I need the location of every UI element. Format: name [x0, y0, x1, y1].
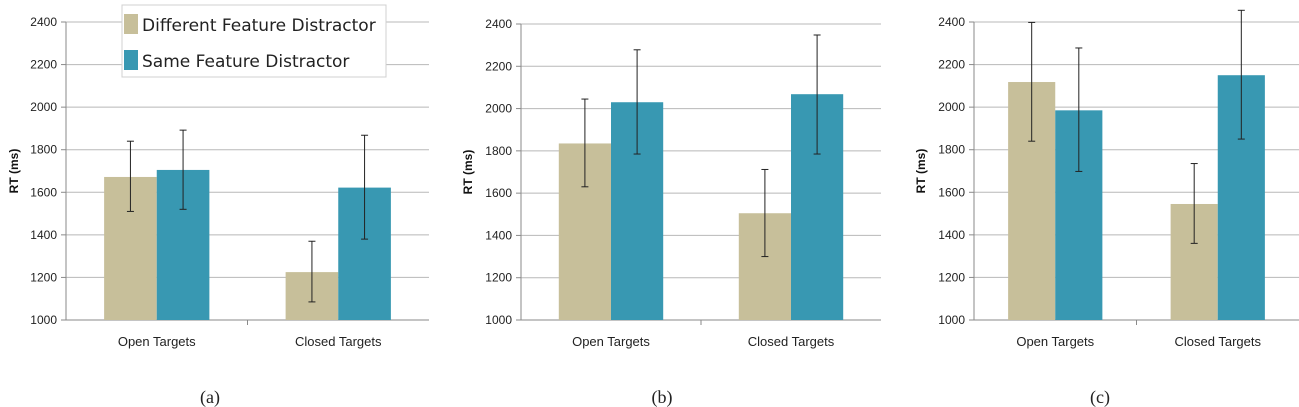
- y-tick-label: 2200: [938, 58, 965, 72]
- panel-label: (c): [1090, 387, 1110, 407]
- y-axis-label: RT (ms): [914, 149, 928, 194]
- legend-box: [121, 4, 387, 78]
- x-category-label: Open Targets: [118, 334, 196, 349]
- y-tick-label: 1000: [30, 313, 57, 327]
- panel-label: (b): [652, 387, 673, 407]
- chart-panel-c: 1000 1200 1400 1600 1800 2000 2200 2400 RT (ms) O…: [914, 9, 1299, 407]
- y-tick-label: 1400: [30, 228, 57, 242]
- y-tick-label: 1400: [485, 228, 512, 242]
- legend-swatch-different: [124, 14, 138, 34]
- panel-label: (a): [200, 387, 220, 407]
- legend-label-different: Different Feature Distractor: [142, 16, 376, 36]
- x-category-label: Closed Targets: [295, 334, 382, 349]
- legend-label-same: Same Feature Distractor: [142, 52, 349, 72]
- x-category-label: Open Targets: [572, 334, 650, 349]
- chart-panel-b: 1000 1200 1400 1600 1800 2000 2200 2400 RT (ms) O…: [461, 17, 881, 407]
- y-tick-label: 1000: [938, 313, 965, 327]
- y-tick-label: 2000: [30, 100, 57, 114]
- y-tick-label: 1000: [485, 313, 512, 327]
- y-tick-label: 2000: [938, 100, 965, 114]
- y-tick-label: 2400: [485, 17, 512, 31]
- y-tick-label: 2400: [938, 15, 965, 29]
- y-tick-label: 2200: [30, 58, 57, 72]
- y-axis-label: RT (ms): [7, 149, 21, 194]
- y-tick-label: 1600: [30, 185, 57, 199]
- legend-swatch-same: [124, 50, 138, 70]
- y-tick-label: 1200: [485, 271, 512, 285]
- y-axis-label: RT (ms): [461, 150, 475, 195]
- y-tick-label: 1800: [30, 143, 57, 157]
- y-tick-label: 2200: [485, 59, 512, 73]
- y-tick-label: 1200: [938, 270, 965, 284]
- y-tick-label: 1200: [30, 270, 57, 284]
- x-category-label: Closed Targets: [1175, 334, 1262, 349]
- y-tick-label: 1600: [485, 186, 512, 200]
- y-tick-label: 2000: [485, 102, 512, 116]
- y-tick-label: 1800: [938, 143, 965, 157]
- y-tick-label: 1400: [938, 228, 965, 242]
- y-tick-label: 2400: [30, 15, 57, 29]
- y-tick-label: 1800: [485, 144, 512, 158]
- x-category-label: Open Targets: [1016, 334, 1094, 349]
- x-category-label: Closed Targets: [748, 334, 835, 349]
- legend: Different Feature Distractor Same Featur…: [121, 4, 387, 78]
- y-tick-label: 1600: [938, 185, 965, 199]
